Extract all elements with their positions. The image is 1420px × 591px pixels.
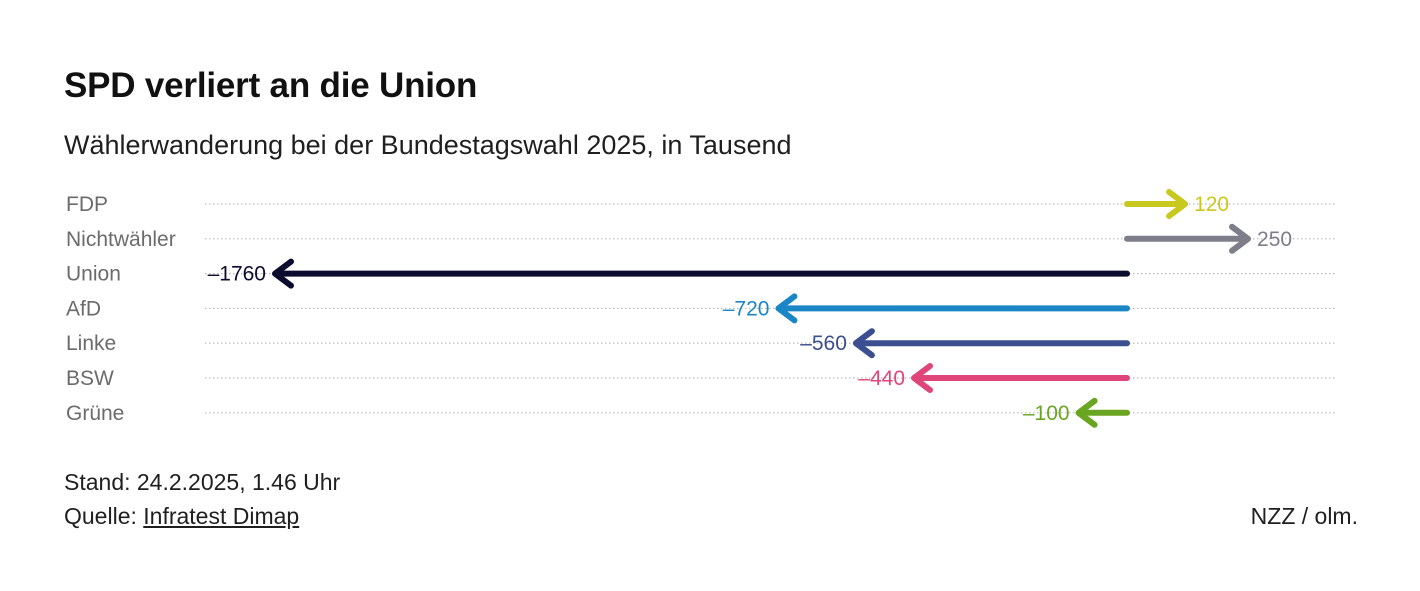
stand-note: Stand: 24.2.2025, 1.46 Uhr — [64, 469, 341, 495]
arrow-mark — [1124, 223, 1252, 254]
category-label: Union — [66, 263, 121, 286]
category-label: FDP — [66, 193, 108, 216]
arrow-mark — [272, 258, 1130, 289]
source-link[interactable]: Infratest Dimap — [143, 503, 300, 529]
value-label: –560 — [800, 332, 847, 355]
category-label: Grüne — [66, 402, 124, 425]
category-label: Nichtwähler — [66, 228, 176, 251]
chart-title: SPD verliert an die Union — [64, 66, 478, 105]
value-label: 120 — [1194, 193, 1229, 216]
arrow-mark — [1075, 397, 1130, 428]
category-label: Linke — [66, 332, 116, 355]
arrow-chart: FDP 120 Nichtwähler 250 Union –1760 AfD –720 Lin… — [66, 189, 1336, 428]
value-label: –720 — [723, 297, 770, 320]
value-label: –1760 — [208, 263, 266, 286]
value-label: –100 — [1023, 402, 1070, 425]
category-label: AfD — [66, 297, 101, 320]
source-prefix: Quelle: — [64, 503, 144, 529]
value-label: 250 — [1257, 228, 1292, 251]
arrow-mark — [911, 363, 1130, 393]
arrow-mark — [775, 293, 1130, 324]
arrow-mark — [1124, 189, 1189, 219]
credit: NZZ / olm. — [1250, 503, 1358, 529]
chart-subtitle: Wählerwanderung bei der Bundestagswahl 2… — [64, 130, 792, 160]
value-label: –440 — [858, 367, 905, 390]
arrow-mark — [852, 328, 1130, 359]
source-note: Quelle: Infratest Dimap — [64, 503, 299, 530]
category-label: BSW — [66, 367, 114, 390]
